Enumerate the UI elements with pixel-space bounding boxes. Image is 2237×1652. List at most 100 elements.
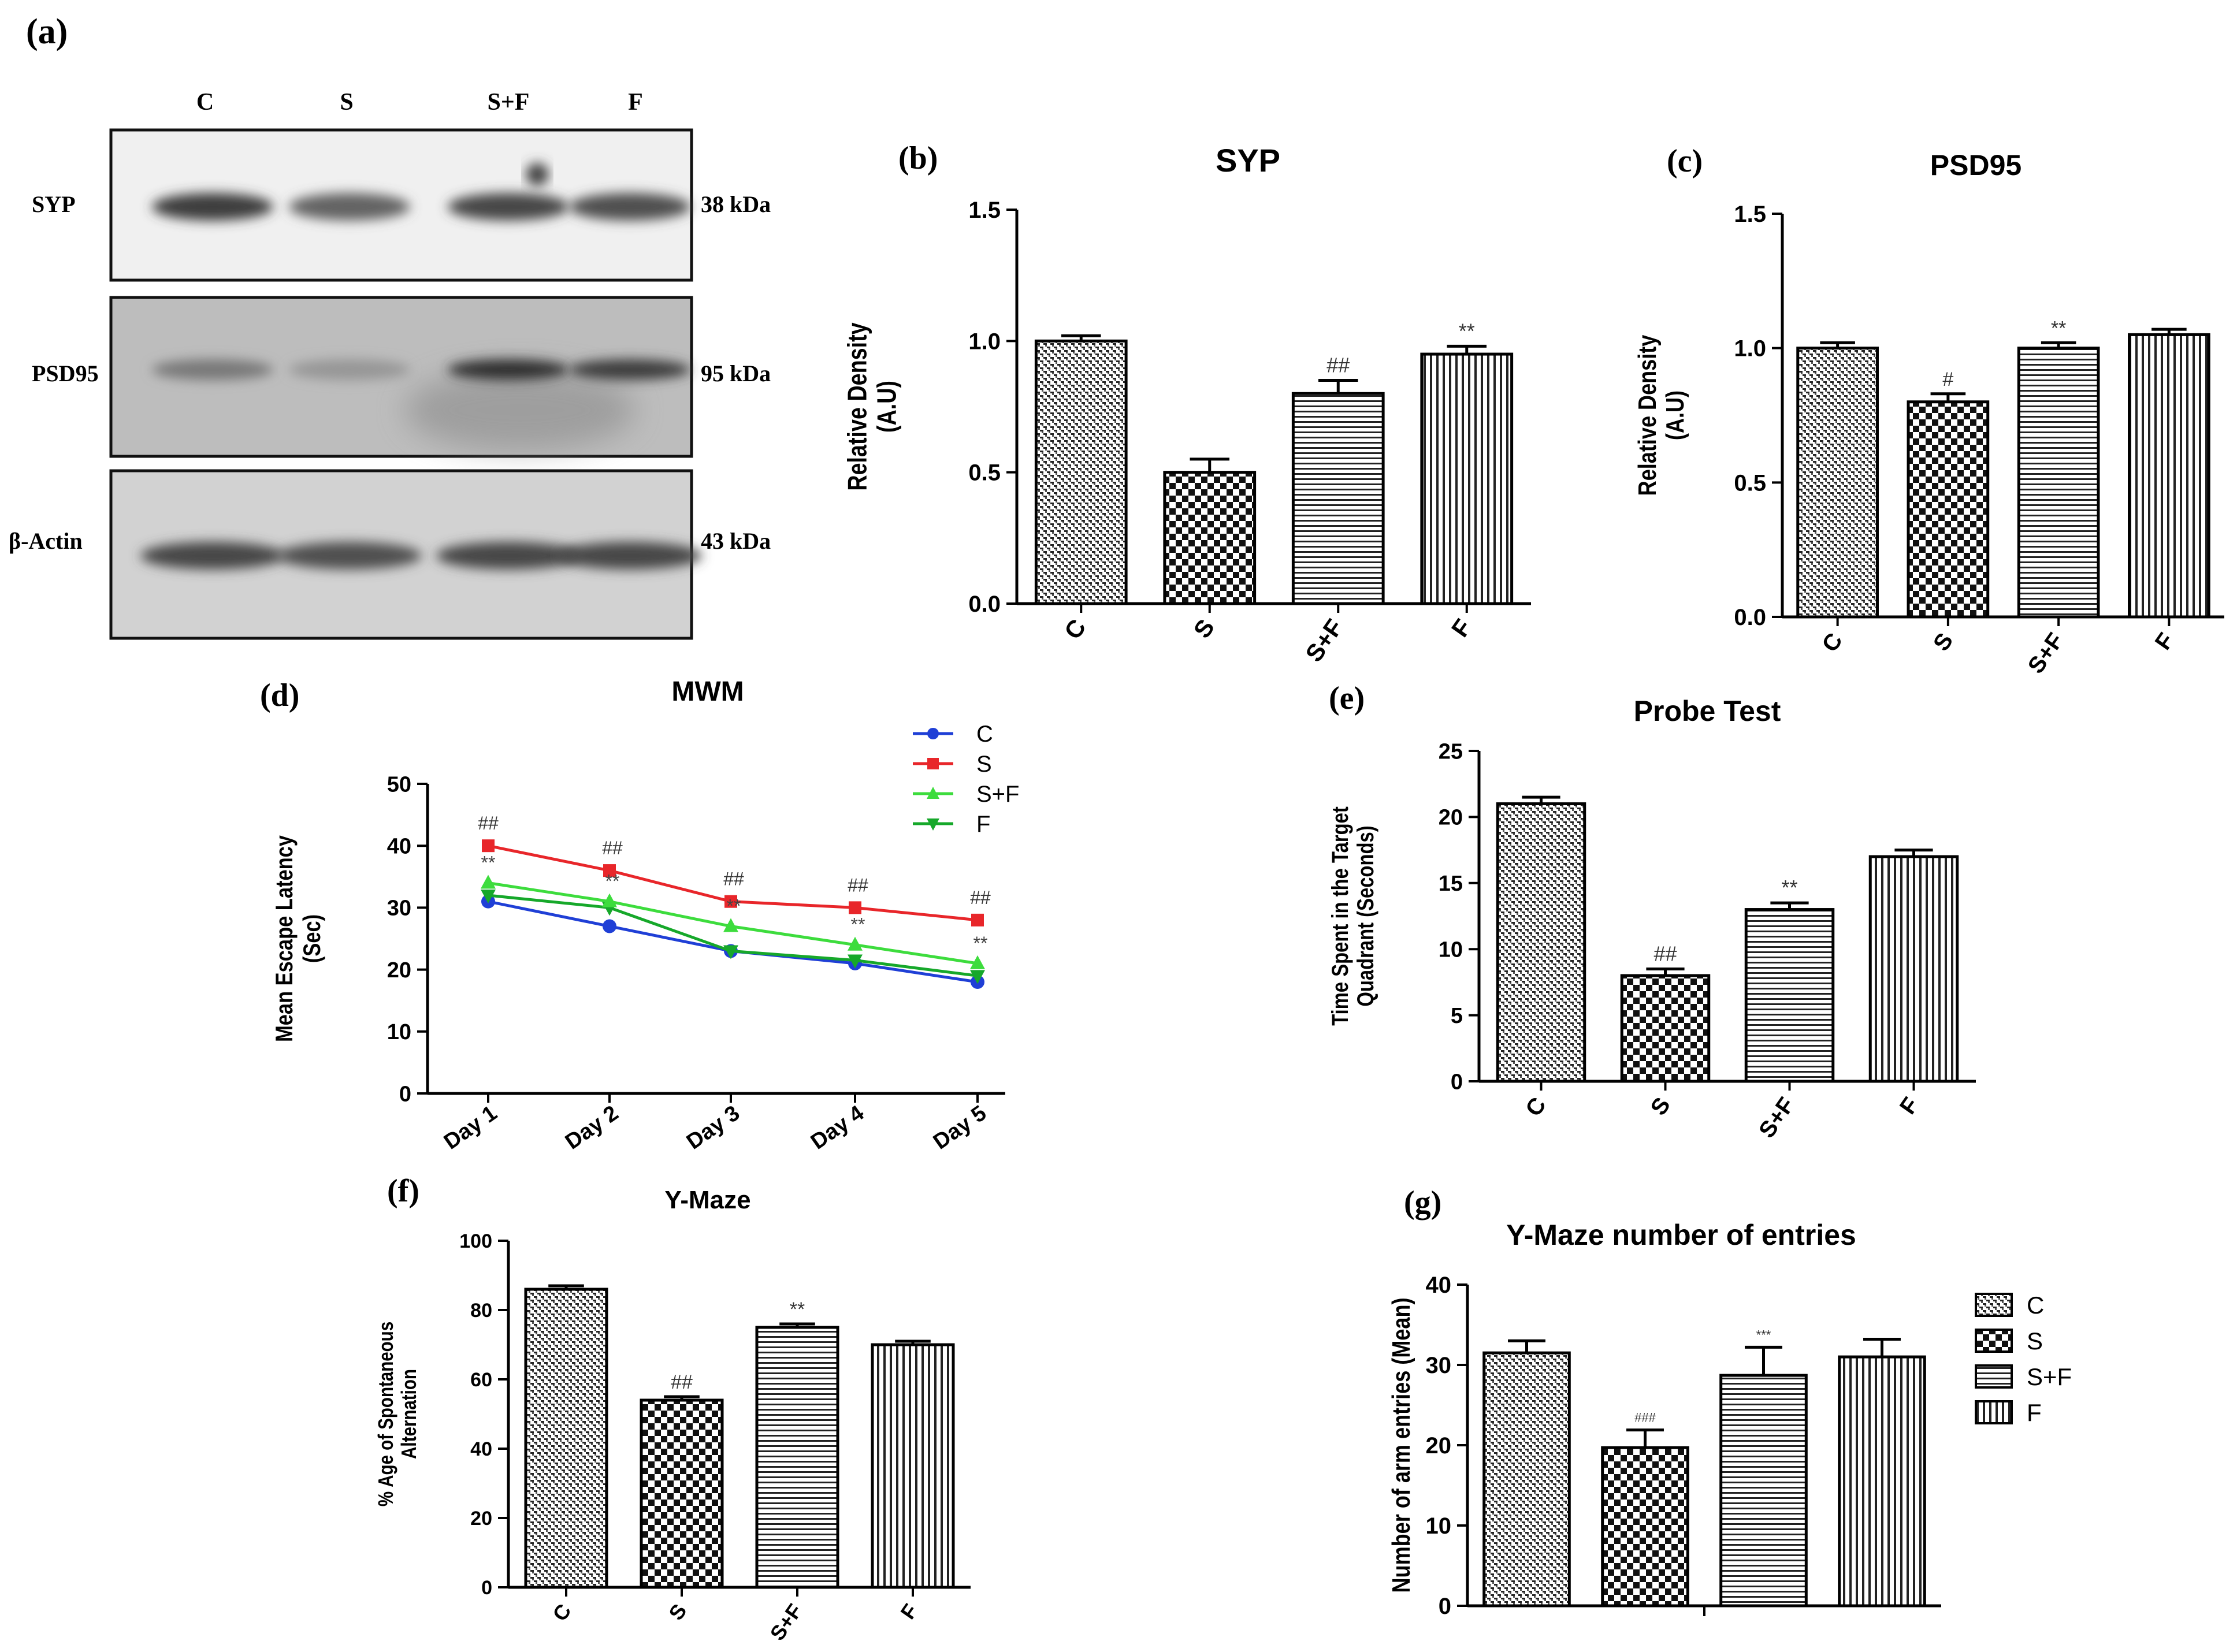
- x-tick-label: S: [1646, 1093, 1675, 1120]
- y-tick-label: 30: [387, 896, 411, 921]
- lane-label-s-f: S+F: [488, 89, 530, 116]
- band-s-f: [448, 193, 569, 221]
- data-point: [481, 875, 496, 889]
- legend-marker: [927, 728, 939, 739]
- data-point: [481, 889, 496, 903]
- error-bar-s: [1626, 1428, 1664, 1448]
- x-tick-label: S: [1928, 628, 1958, 656]
- series-f: [481, 889, 985, 984]
- panel-a-label: (a): [26, 12, 68, 51]
- blot-artifact: [526, 163, 549, 186]
- blot-label: SYP: [32, 191, 76, 217]
- y-tick-label: 5: [1451, 1004, 1463, 1028]
- legend-swatch: [1975, 1329, 2013, 1353]
- band-s: [289, 193, 410, 221]
- chart-title: Probe Test: [1634, 695, 1781, 727]
- x-tick-label: F: [1446, 614, 1477, 642]
- legend-marker: [927, 758, 939, 769]
- data-point: [723, 945, 738, 959]
- blot-actin: β-Actin 43 kDa: [9, 469, 771, 640]
- y-tick-label: 10: [1439, 938, 1463, 962]
- chart-probe-test: Probe Test Time Spent in the TargetQuadra…: [1327, 695, 1976, 1143]
- blot-kda: 95 kDa: [701, 360, 771, 386]
- y-tick-label: 80: [470, 1300, 492, 1322]
- data-point: [971, 913, 984, 927]
- band-s: [277, 542, 422, 570]
- error-bar-s-f: [2041, 341, 2076, 348]
- data-point: [723, 918, 738, 932]
- y-tick-label: 40: [1426, 1273, 1452, 1298]
- error-bar-c: [1508, 1339, 1545, 1353]
- data-point: [970, 970, 985, 984]
- error-bar-s: [1646, 968, 1685, 976]
- y-tick-label: 1.0: [968, 329, 1001, 354]
- y-tick-label: 0.5: [1734, 470, 1766, 496]
- error-bar-c: [1820, 341, 1855, 348]
- x-tick-label: Day 1: [440, 1101, 501, 1155]
- significance-mark: ##: [970, 887, 991, 908]
- blot-label: PSD95: [32, 360, 99, 386]
- error-bar-c: [1522, 795, 1560, 804]
- band-f: [569, 193, 690, 221]
- bar-s: [1907, 400, 1990, 619]
- significance-mark: **: [727, 896, 741, 917]
- error-bar-s-f: [1770, 901, 1809, 910]
- data-point: [602, 893, 617, 907]
- y-tick-label: 40: [470, 1438, 492, 1460]
- error-bar-f: [1894, 849, 1933, 857]
- significance-mark: ##: [723, 869, 744, 890]
- bar-f: [1420, 352, 1514, 605]
- data-point: [848, 954, 863, 969]
- x-tick-label: Day 3: [682, 1101, 744, 1155]
- x-tick-label: Day 5: [929, 1101, 991, 1155]
- significance-mark: **: [1459, 319, 1475, 343]
- error-bar-c: [1061, 334, 1101, 341]
- legend-label: S: [976, 751, 992, 777]
- error-bar-f: [1863, 1338, 1901, 1357]
- y-axis-label: % Age of SpontaneousAlternation: [374, 1322, 420, 1506]
- legend-label: S+F: [2027, 1363, 2072, 1390]
- y-tick-label: 10: [387, 1020, 411, 1044]
- y-tick-label: 60: [470, 1369, 492, 1391]
- y-axis-label: Relative Density(A.U): [842, 322, 901, 491]
- error-bar-s: [1930, 392, 1966, 402]
- chart-mwm: MWM Mean Escape Latency(Sec) 0 10 20 30 40 50 Da…: [271, 676, 1020, 1155]
- significance-mark: ##: [602, 838, 623, 858]
- band-s-f: [436, 542, 581, 570]
- legend-item-s-f: S+F: [913, 782, 1019, 807]
- bar-s-f: [2017, 347, 2100, 619]
- error-bar-s: [1190, 457, 1230, 472]
- legend-swatch: [1975, 1364, 2013, 1389]
- legend-item-c: C: [1975, 1292, 2044, 1319]
- y-tick-label: 0: [1439, 1594, 1451, 1619]
- y-tick-label: 20: [1439, 806, 1463, 830]
- legend-item-s: S: [1975, 1327, 2043, 1355]
- panel-a: (a) C S S+F F SYP 38 kDa PSD95 95 kDa β-Actin 43…: [9, 12, 771, 640]
- panel-g-label: (g): [1404, 1185, 1441, 1221]
- panel-c-label: (c): [1667, 143, 1703, 179]
- panel-d-label: (d): [260, 678, 299, 713]
- chart-y-maze: Y-Maze % Age of SpontaneousAlternation 0 20…: [374, 1186, 971, 1644]
- data-point: [848, 936, 863, 951]
- x-tick-label: F: [1895, 1093, 1924, 1119]
- y-tick-label: 0.5: [968, 460, 1001, 486]
- legend-item-s: S: [913, 751, 992, 777]
- x-tick-label: S+F: [1300, 614, 1348, 667]
- significance-mark: **: [790, 1298, 805, 1320]
- blot-kda: 38 kDa: [701, 191, 771, 217]
- x-tick-label: S+F: [2023, 628, 2069, 678]
- y-tick-label: 15: [1439, 872, 1463, 896]
- x-tick-label: S: [1188, 614, 1220, 643]
- chart-y-maze-entries: Y-Maze number of entries Number of arm en…: [1387, 1219, 2072, 1619]
- y-tick-label: 20: [470, 1508, 492, 1530]
- significance-mark: ***: [1756, 1327, 1771, 1342]
- legend-label: F: [2027, 1399, 2042, 1426]
- significance-mark: ##: [1653, 942, 1677, 966]
- x-tick-label: C: [548, 1599, 575, 1625]
- error-bar-s-f: [1318, 379, 1358, 394]
- y-tick-label: 10: [1426, 1513, 1452, 1539]
- blot-psd95: PSD95 95 kDa: [32, 296, 771, 458]
- y-tick-label: 1.0: [1734, 336, 1766, 362]
- y-tick-label: 1.5: [1734, 202, 1766, 227]
- band-s: [289, 359, 410, 380]
